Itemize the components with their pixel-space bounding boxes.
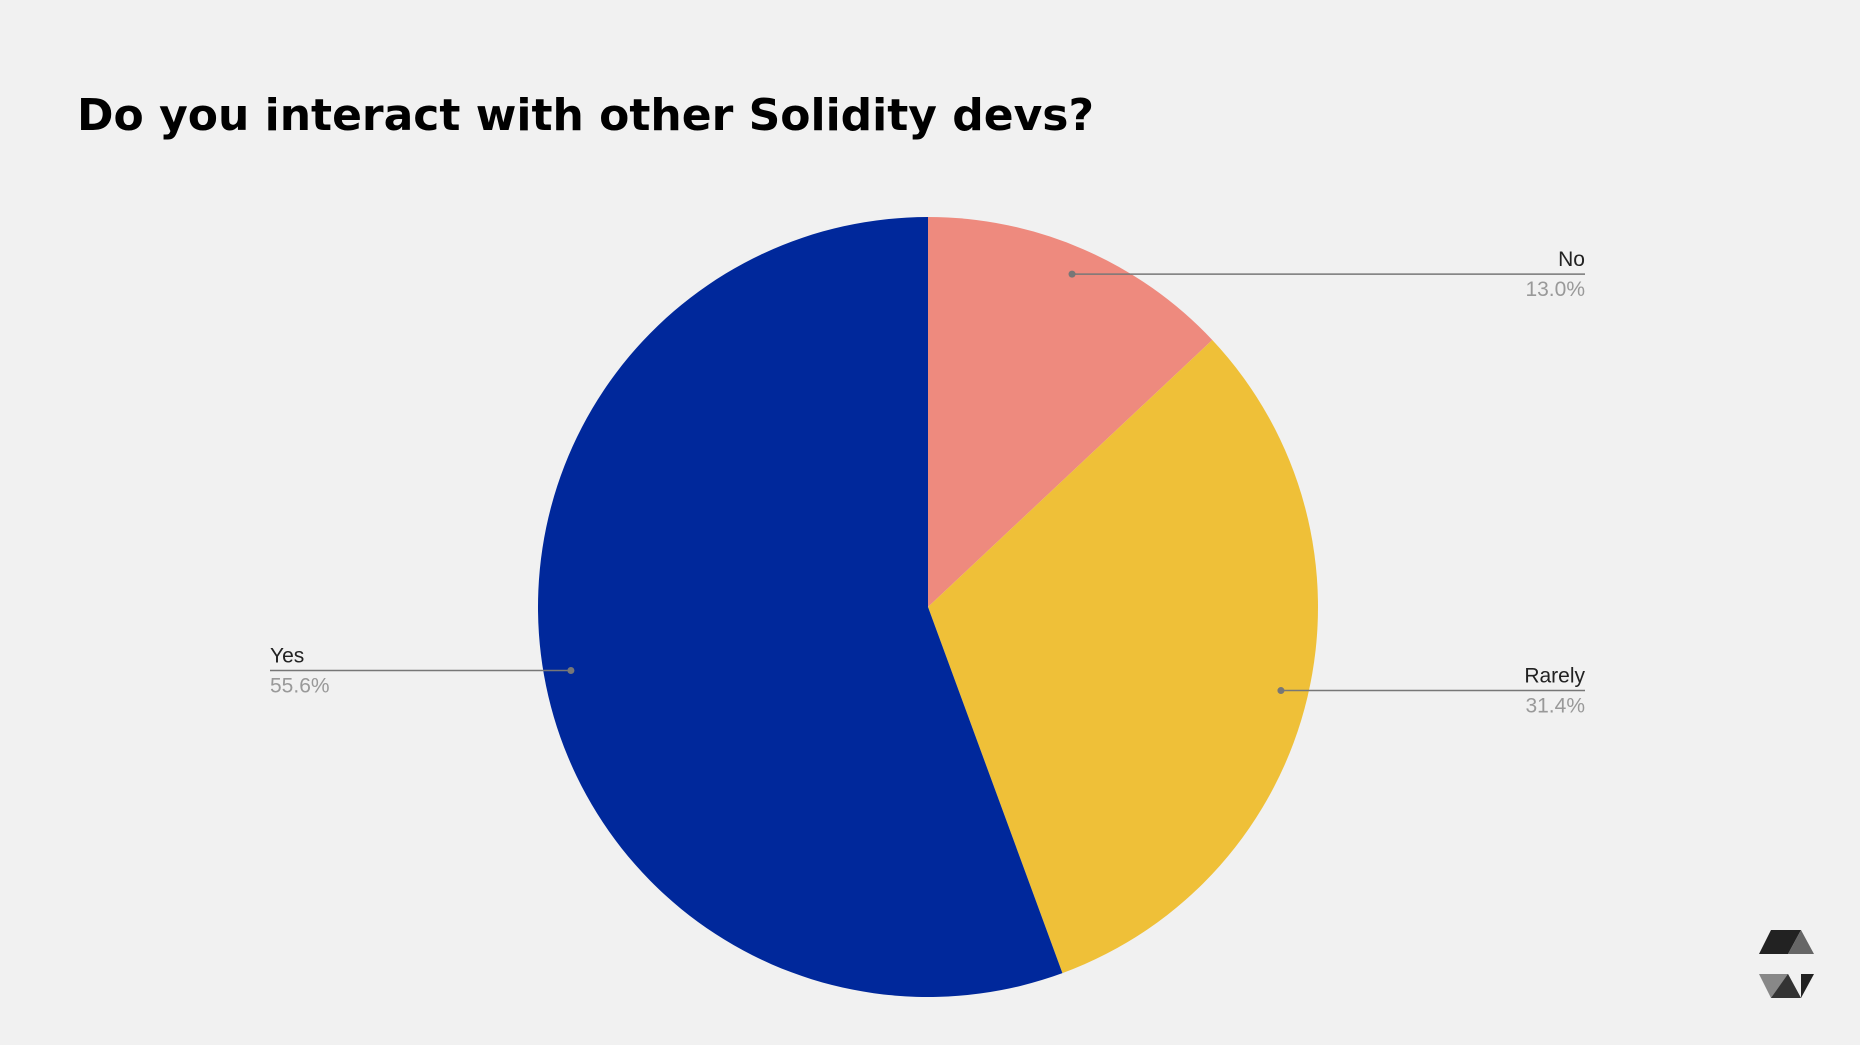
- value-label: 55.6%: [270, 674, 330, 697]
- leader-dot: [567, 666, 575, 674]
- pie-slice: [537, 217, 1063, 998]
- chart-title: Do you interact with other Solidity devs…: [77, 90, 1094, 141]
- slice-label: No: [1558, 248, 1585, 271]
- pie-slice: [928, 340, 1319, 974]
- pie-slice: [928, 217, 1213, 607]
- slice-label: Rarely: [1524, 665, 1585, 688]
- slice-label: Yes: [270, 644, 304, 667]
- value-label: 31.4%: [1525, 695, 1585, 718]
- leader-dot: [1277, 687, 1285, 695]
- value-label: 13.0%: [1525, 278, 1585, 301]
- leader-dot: [1068, 270, 1076, 278]
- logo: [1759, 930, 1814, 998]
